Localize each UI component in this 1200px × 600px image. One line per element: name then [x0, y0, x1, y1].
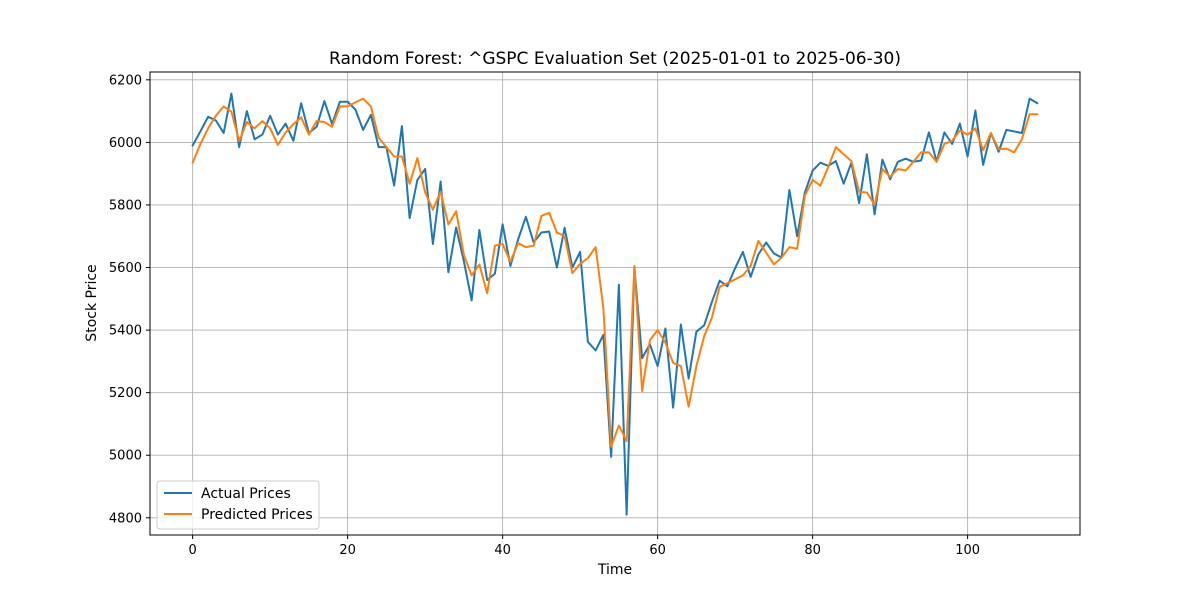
y-tick-label: 5600 — [109, 261, 142, 276]
legend: Actual Prices Predicted Prices — [156, 480, 320, 530]
chart-title: Random Forest: ^GSPC Evaluation Set (202… — [329, 49, 901, 69]
y-tick-label: 5000 — [109, 449, 142, 464]
y-axis-label: Stock Price — [84, 264, 100, 341]
plot-frame — [149, 71, 1081, 536]
x-tick-label: 60 — [649, 543, 666, 558]
series-line-actual — [191, 92, 1039, 516]
y-tick-label: 5200 — [109, 386, 142, 401]
series-line-predicted — [191, 97, 1039, 448]
x-tick-label: 20 — [339, 543, 356, 558]
y-tick-label: 5800 — [109, 198, 142, 213]
y-tick-label: 5400 — [109, 324, 142, 339]
x-axis-label: Time — [597, 562, 632, 578]
x-tick-label: 80 — [804, 543, 821, 558]
x-tick-label: 0 — [188, 543, 196, 558]
y-tick-label: 6200 — [109, 73, 142, 88]
legend-label-predicted: Predicted Prices — [201, 507, 313, 523]
grid-layer — [150, 72, 1080, 535]
x-tick-label: 100 — [955, 543, 980, 558]
legend-box — [156, 480, 320, 530]
series-layer — [191, 92, 1039, 516]
y-tick-label: 6000 — [109, 136, 142, 151]
legend-label-actual: Actual Prices — [201, 486, 291, 502]
tick-layer: 0 20 40 60 80 100 4800 5000 5200 5400 5600 5800 6000… — [109, 73, 980, 558]
y-tick-label: 4800 — [109, 511, 142, 526]
x-tick-label: 40 — [494, 543, 511, 558]
